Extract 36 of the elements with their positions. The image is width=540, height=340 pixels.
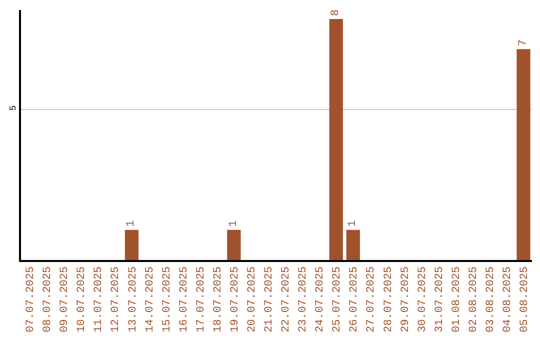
data-label: 1 bbox=[228, 220, 240, 227]
x-tick-label: 09.07.2025 bbox=[59, 266, 72, 332]
x-tick-label: 29.07.2025 bbox=[400, 266, 412, 332]
x-tick-label: 26.07.2025 bbox=[348, 266, 361, 332]
x-tick-label: 10.07.2025 bbox=[76, 266, 88, 332]
x-tick-label: 23.07.2025 bbox=[298, 266, 310, 332]
x-tick-label: 02.08.2025 bbox=[468, 266, 480, 332]
x-tick-label: 11.07.2025 bbox=[93, 266, 106, 332]
x-tick-label: 28.07.2025 bbox=[382, 266, 395, 332]
data-label: 1 bbox=[347, 220, 360, 227]
x-tick-label: 18.07.2025 bbox=[212, 266, 224, 332]
x-tick-label: 03.08.2025 bbox=[484, 266, 497, 332]
x-tick-label: 25.07.2025 bbox=[332, 266, 344, 332]
y-tick-label: 5 bbox=[8, 105, 18, 111]
x-tick-label: 08.07.2025 bbox=[42, 266, 54, 332]
x-tick-label: 30.07.2025 bbox=[416, 266, 429, 332]
data-label: 8 bbox=[330, 9, 342, 16]
x-tick-label: 05.08.2025 bbox=[519, 266, 532, 332]
x-tick-label: 22.07.2025 bbox=[280, 266, 293, 332]
x-tick-label: 13.07.2025 bbox=[127, 266, 140, 332]
data-label: 1 bbox=[126, 220, 138, 227]
x-tick-label: 27.07.2025 bbox=[366, 266, 378, 332]
x-tick-label: 14.07.2025 bbox=[144, 266, 156, 332]
x-tick-label: 01.08.2025 bbox=[450, 266, 463, 332]
x-tick-label: 15.07.2025 bbox=[161, 266, 174, 332]
x-tick-label: 20.07.2025 bbox=[246, 266, 259, 332]
x-tick-label: 17.07.2025 bbox=[195, 266, 208, 332]
x-tick-label: 12.07.2025 bbox=[110, 266, 122, 332]
x-tick-label: 19.07.2025 bbox=[229, 266, 242, 332]
x-tick-label: 21.07.2025 bbox=[264, 266, 276, 332]
data-label: 7 bbox=[517, 40, 530, 46]
x-tick-label: 31.07.2025 bbox=[434, 266, 446, 332]
x-tick-label: 24.07.2025 bbox=[314, 266, 327, 332]
x-tick-label: 07.07.2025 bbox=[25, 266, 38, 332]
x-tick-label: 16.07.2025 bbox=[178, 266, 190, 332]
x-tick-label: 04.08.2025 bbox=[502, 266, 514, 332]
